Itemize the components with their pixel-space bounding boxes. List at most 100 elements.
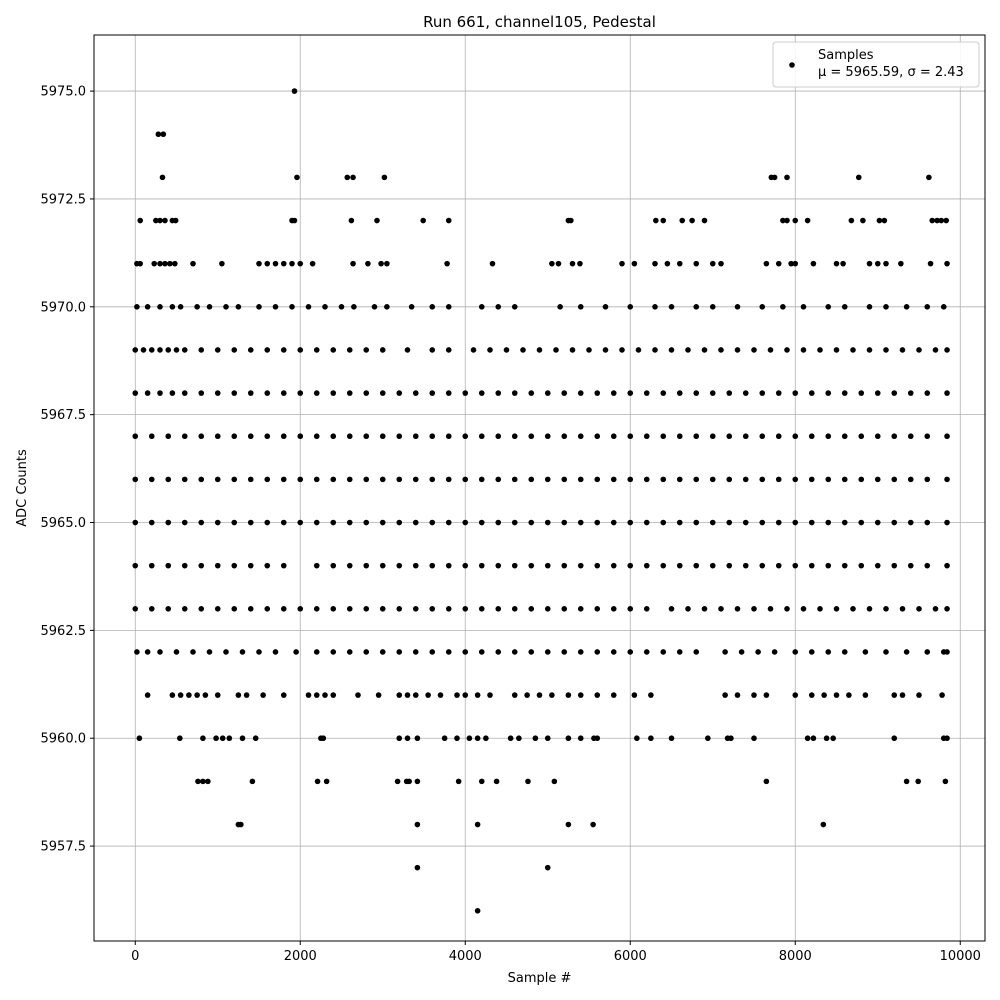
data-point (516, 735, 522, 742)
data-point (841, 390, 848, 396)
data-point (755, 649, 761, 655)
data-point (555, 260, 562, 267)
data-point (544, 562, 551, 569)
data-point (148, 562, 155, 569)
data-point (577, 692, 584, 698)
data-point (528, 390, 535, 396)
data-point (631, 260, 638, 267)
data-point (820, 821, 827, 828)
data-point (293, 649, 299, 655)
data-point (223, 304, 229, 310)
data-point (190, 649, 196, 655)
data-point (379, 606, 386, 612)
data-point (493, 778, 500, 785)
data-point (396, 606, 403, 612)
data-point (643, 476, 650, 483)
data-point (924, 433, 931, 440)
data-point (942, 778, 949, 785)
data-point (165, 433, 172, 440)
data-point (808, 433, 815, 440)
data-point (454, 692, 460, 698)
x-tick-label: 0 (131, 949, 139, 964)
data-point (823, 735, 830, 742)
data-point (862, 649, 869, 655)
data-point (866, 304, 873, 310)
data-point (478, 433, 485, 440)
data-point (396, 390, 403, 396)
data-point (219, 735, 226, 742)
data-point (664, 260, 671, 267)
data-point (825, 476, 832, 483)
data-point (934, 217, 940, 224)
data-point (140, 347, 147, 353)
data-point (916, 692, 922, 698)
data-point (825, 562, 832, 569)
data-point (635, 347, 642, 353)
data-point (148, 606, 155, 612)
data-point (487, 692, 493, 698)
data-point (256, 304, 262, 310)
data-point (874, 390, 881, 396)
data-point (445, 476, 452, 483)
data-point (792, 519, 799, 526)
data-point (404, 735, 411, 742)
data-point (157, 649, 163, 655)
data-point (379, 390, 386, 396)
data-point (470, 347, 477, 353)
data-point (728, 735, 734, 742)
data-point (726, 476, 733, 483)
data-point (643, 562, 650, 569)
data-point (396, 692, 403, 698)
data-point (544, 476, 551, 483)
data-point (874, 260, 881, 267)
data-point (429, 476, 436, 483)
data-point (148, 347, 155, 353)
data-point (858, 476, 865, 483)
data-point (594, 390, 601, 396)
data-point (503, 347, 510, 353)
data-point (891, 735, 898, 742)
data-point (767, 606, 774, 612)
data-point (219, 260, 225, 267)
data-point (414, 821, 421, 828)
x-tick-label: 2000 (284, 949, 317, 964)
data-point (206, 649, 213, 655)
data-point (660, 476, 667, 483)
data-point (406, 778, 412, 785)
data-point (784, 174, 790, 181)
x-axis-title: Sample # (508, 971, 572, 986)
data-point (846, 692, 852, 698)
data-point (792, 390, 799, 396)
data-point (313, 649, 320, 655)
data-point (132, 476, 139, 483)
data-point (610, 476, 617, 483)
data-point (544, 390, 551, 396)
data-point (363, 519, 370, 526)
data-point (330, 692, 337, 698)
data-point (891, 433, 898, 440)
data-point (305, 692, 312, 698)
data-point (243, 692, 250, 698)
data-point (148, 519, 155, 526)
data-point (167, 260, 173, 267)
data-point (759, 519, 766, 526)
data-point (190, 260, 196, 267)
data-point (943, 217, 950, 224)
data-point (412, 433, 419, 440)
data-point (660, 390, 667, 396)
data-point (924, 476, 931, 483)
data-point (907, 562, 914, 569)
data-point (759, 476, 766, 483)
data-point (305, 304, 312, 310)
data-point (375, 692, 382, 698)
y-tick-label: 5967.5 (41, 408, 87, 423)
data-point (833, 260, 840, 267)
data-point (903, 649, 910, 655)
data-point (474, 735, 481, 742)
data-point (511, 562, 518, 569)
data-point (577, 433, 584, 440)
data-point (742, 562, 749, 569)
data-point (474, 908, 481, 914)
data-point (627, 304, 634, 310)
data-point (280, 692, 287, 698)
